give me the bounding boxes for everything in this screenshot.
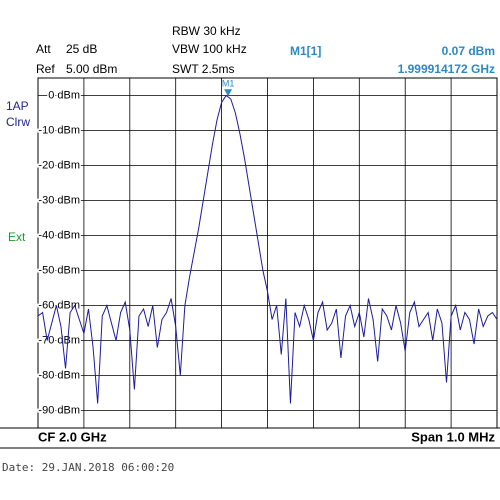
y-tick-label: -80 dBm [38,369,80,381]
trace [37,94,498,404]
y-tick-label: -50 dBm [38,264,80,276]
ref-label: Ref [36,62,55,76]
y-tick-label: -70 dBm [38,334,80,346]
ref: 5.00 dBm [66,62,117,76]
att: 25 dB [66,42,97,56]
center-freq: CF 2.0 GHz [38,429,107,444]
swt: SWT 2.5ms [172,62,234,76]
vbw: VBW 100 kHz [172,42,247,56]
y-tick-label: -30 dBm [38,194,80,206]
trace-type: Clrw [6,115,30,129]
plot-area: 0 dBm -10 dBm -20 dBm -30 dBm -40 dBm -50 dBm… [37,77,498,429]
y-tick-label: -40 dBm [38,229,80,241]
y-tick-label: -10 dBm [38,124,80,136]
marker-value: 0.07 dBm [442,44,495,58]
marker [224,89,233,97]
att-label: Att [36,42,51,56]
marker-name: M1[1] [290,44,321,58]
y-tick-label: -90 dBm [38,404,80,416]
y-tick-label: -20 dBm [38,159,80,171]
trace-mode: 1AP [6,99,29,113]
rbw: RBW 30 kHz [172,24,241,38]
marker-label: M1 [222,79,235,89]
span: Span 1.0 MHz [411,429,495,444]
y-tick-label: -60 dBm [38,299,80,311]
date: Date: 29.JAN.2018 06:00:20 [2,461,174,474]
y-tick-label: 0 dBm [48,89,80,101]
trigger: Ext [8,230,26,244]
marker-freq: 1.999914172 GHz [398,62,495,76]
